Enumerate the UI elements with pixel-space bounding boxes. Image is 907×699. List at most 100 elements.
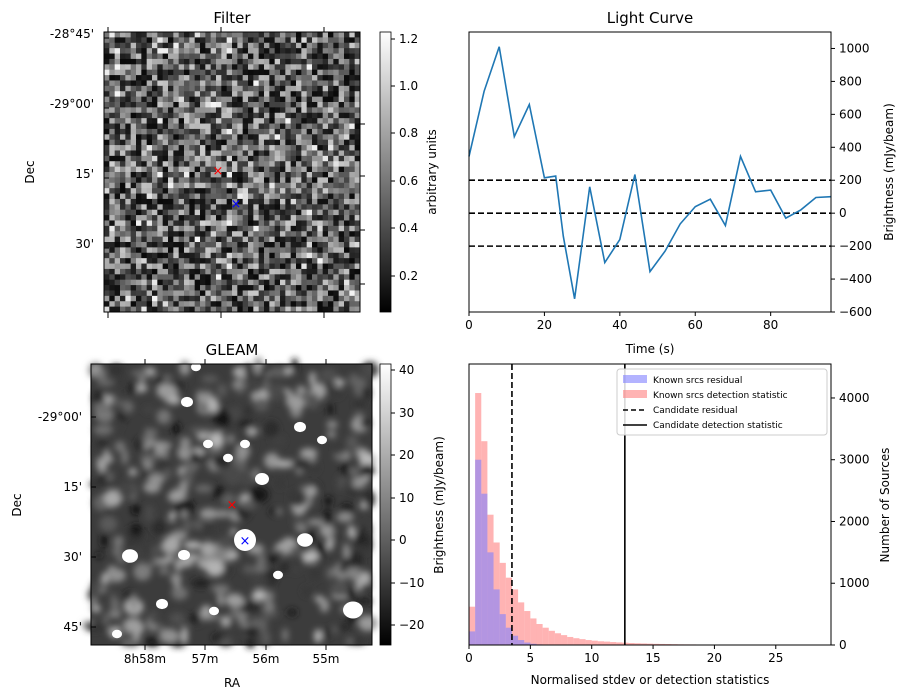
filter-pixel	[114, 112, 121, 119]
filter-pixel	[280, 53, 286, 60]
filter-pixel	[322, 96, 329, 103]
filter-pixel	[200, 80, 206, 87]
filter-pixel	[205, 290, 212, 297]
filter-pixel	[152, 64, 158, 71]
filter-pixel	[296, 155, 302, 162]
filter-pixel	[248, 182, 254, 189]
filter-pixel	[120, 53, 126, 60]
filter-pixel	[344, 118, 350, 124]
filter-pixel	[104, 188, 110, 194]
filter-pixel	[322, 134, 329, 141]
filter-pixel	[114, 279, 121, 286]
filter-pixel	[264, 220, 270, 227]
filter-pixel	[146, 285, 153, 291]
filter-pixel	[114, 188, 121, 194]
filter-pixel	[152, 112, 158, 119]
filter-pixel	[232, 91, 238, 98]
filter-pixel	[333, 274, 340, 281]
filter-pixel	[306, 69, 313, 76]
filter-pixel	[301, 155, 308, 162]
filter-pixel	[253, 53, 260, 60]
filter-pixel	[146, 268, 153, 275]
filter-pixel	[301, 242, 308, 248]
filter-pixel	[338, 96, 345, 103]
filter-pixel	[349, 198, 356, 205]
filter-pixel	[104, 134, 110, 141]
filter-pixel	[210, 220, 217, 227]
filter-pixel	[152, 102, 158, 108]
filter-pixel	[296, 242, 302, 248]
filter-pixel	[221, 290, 228, 297]
filter-pixel	[136, 215, 142, 221]
filter-pixel	[264, 193, 270, 200]
filter-pixel	[354, 177, 361, 184]
filter-pixel	[114, 204, 121, 211]
filter-pixel	[296, 58, 302, 65]
gleam-source	[191, 362, 201, 372]
filter-pixel	[114, 69, 121, 76]
filter-pixel	[248, 91, 254, 98]
filter-pixel	[152, 263, 158, 270]
filter-pixel	[120, 290, 126, 297]
filter-pixel	[269, 225, 276, 232]
filter-pixel	[109, 274, 116, 281]
filter-pixel	[173, 258, 180, 264]
filter-pixel	[258, 193, 265, 200]
filter-pixel	[210, 204, 217, 211]
filter-pixel	[258, 96, 265, 103]
filter-pixel	[237, 37, 244, 44]
filter-pixel	[248, 252, 254, 259]
filter-pixel	[296, 91, 302, 98]
filter-pixel	[109, 37, 116, 44]
filter-pixel	[274, 64, 281, 71]
filter-pixel	[274, 182, 281, 189]
filter-pixel	[285, 48, 292, 54]
filter-pixel	[280, 96, 286, 103]
filter-pixel	[178, 53, 185, 60]
histogram-ytick: 1000	[839, 576, 870, 590]
filter-pixel	[253, 290, 260, 297]
filter-pixel	[200, 96, 206, 103]
filter-pixel	[162, 145, 169, 151]
filter-pixel	[328, 166, 334, 173]
filter-pixel	[141, 118, 148, 124]
filter-pixel	[237, 80, 244, 87]
gleam-source	[240, 439, 250, 449]
filter-pixel	[317, 274, 324, 281]
filter-pixel	[312, 102, 318, 108]
filter-pixel	[296, 48, 302, 54]
filter-pixel	[344, 204, 350, 211]
filter-pixel	[216, 128, 222, 135]
filter-pixel	[296, 247, 302, 254]
histogram-ytick: 3000	[839, 453, 870, 467]
filter-pixel	[344, 295, 350, 302]
gleam-source	[297, 533, 313, 547]
filter-pixel	[146, 209, 153, 216]
filter-pixel	[200, 123, 206, 130]
filter-pixel	[189, 193, 196, 200]
filter-pixel	[274, 258, 281, 264]
filter-pixel	[322, 268, 329, 275]
filter-pixel	[253, 85, 260, 92]
filter-pixel	[184, 42, 190, 49]
filter-pixel	[232, 58, 238, 65]
filter-pixel	[205, 172, 212, 178]
filter-pixel	[162, 263, 169, 270]
filter-pixel	[194, 231, 201, 238]
histogram-xtick: 20	[707, 651, 722, 665]
filter-pixel	[194, 215, 201, 221]
filter-pixel	[189, 209, 196, 216]
filter-pixel	[173, 290, 180, 297]
filter-pixel	[184, 80, 190, 87]
filter-pixel	[354, 102, 361, 108]
filter-pixel	[221, 204, 228, 211]
filter-pixel	[280, 118, 286, 124]
filter-pixel	[109, 172, 116, 178]
filter-pixel	[344, 69, 350, 76]
filter-pixel	[205, 37, 212, 44]
filter-pixel	[269, 236, 276, 243]
filter-pixel	[301, 166, 308, 173]
filter-pixel	[210, 37, 217, 44]
filter-pixel	[146, 188, 153, 194]
filter-pixel	[274, 220, 281, 227]
